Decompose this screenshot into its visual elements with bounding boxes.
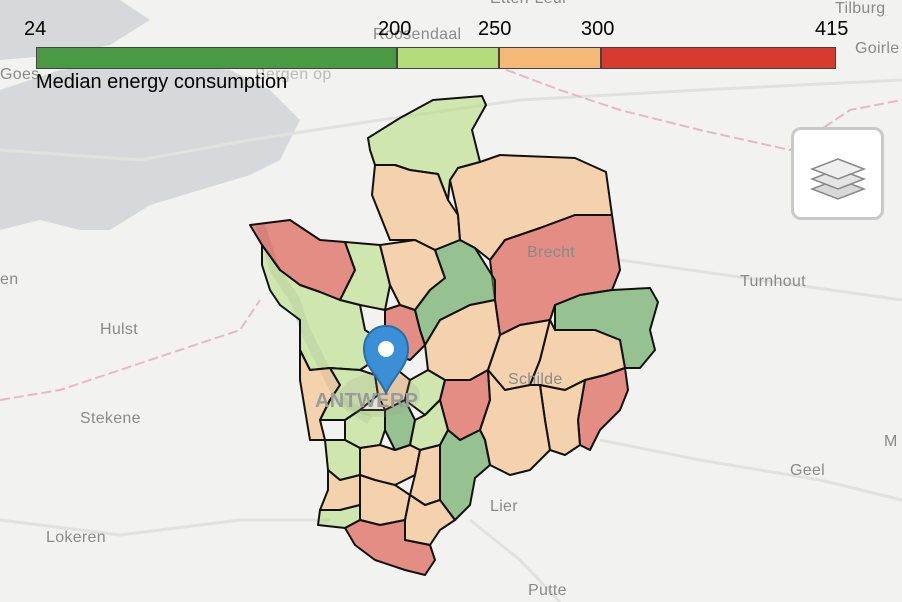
- place-label-putte: Putte: [528, 582, 567, 599]
- legend-tick: 200: [378, 18, 412, 40]
- water-body: [0, 60, 300, 230]
- place-label-right: M: [884, 433, 898, 450]
- place-label-schilde: Schilde: [508, 371, 563, 388]
- map-marker-icon[interactable]: [360, 323, 412, 395]
- legend-title: Median energy consumption: [36, 71, 288, 93]
- place-label-turnhout: Turnhout: [740, 273, 806, 290]
- legend-bin: [499, 47, 601, 69]
- legend-bin: [601, 47, 836, 69]
- legend-bin: [36, 47, 397, 69]
- place-label-brecht: Brecht: [527, 244, 576, 261]
- place-label-etten: Etten-Leur: [490, 0, 568, 8]
- layers-control-button[interactable]: [791, 127, 884, 220]
- place-label-geel: Geel: [790, 462, 825, 479]
- water-body: [0, 0, 150, 60]
- legend-bin: [397, 47, 499, 69]
- place-label-lier: Lier: [490, 498, 518, 515]
- place-label-bergen: Bergen op: [255, 66, 332, 83]
- place-label-roosendaal: Roosendaal: [373, 26, 462, 43]
- place-label-goes: Goes: [0, 66, 40, 83]
- country-border: [0, 59, 902, 401]
- city-area: [340, 373, 420, 417]
- legend-tick: 24: [24, 18, 47, 40]
- place-label-stekene: Stekene: [80, 410, 141, 427]
- place-label-goirle: Goirle: [855, 40, 900, 57]
- place-label-antwerpen: ANTWERP: [315, 390, 419, 412]
- legend: 24 200 250 300 415 Median energy consump…: [0, 0, 902, 100]
- place-label-tilburg: Tilburg: [835, 0, 886, 17]
- place-label-hulst: Hulst: [100, 321, 138, 338]
- choropleth-regions: [249, 95, 659, 576]
- region[interactable]: [344, 519, 436, 576]
- place-label-lokeren: Lokeren: [46, 529, 106, 546]
- legend-tick: 250: [478, 18, 512, 40]
- roads: [0, 78, 902, 602]
- place-label-left: en: [0, 271, 19, 288]
- layers-icon: [809, 157, 866, 200]
- legend-tick: 415: [815, 18, 849, 40]
- legend-tick: 300: [581, 18, 615, 40]
